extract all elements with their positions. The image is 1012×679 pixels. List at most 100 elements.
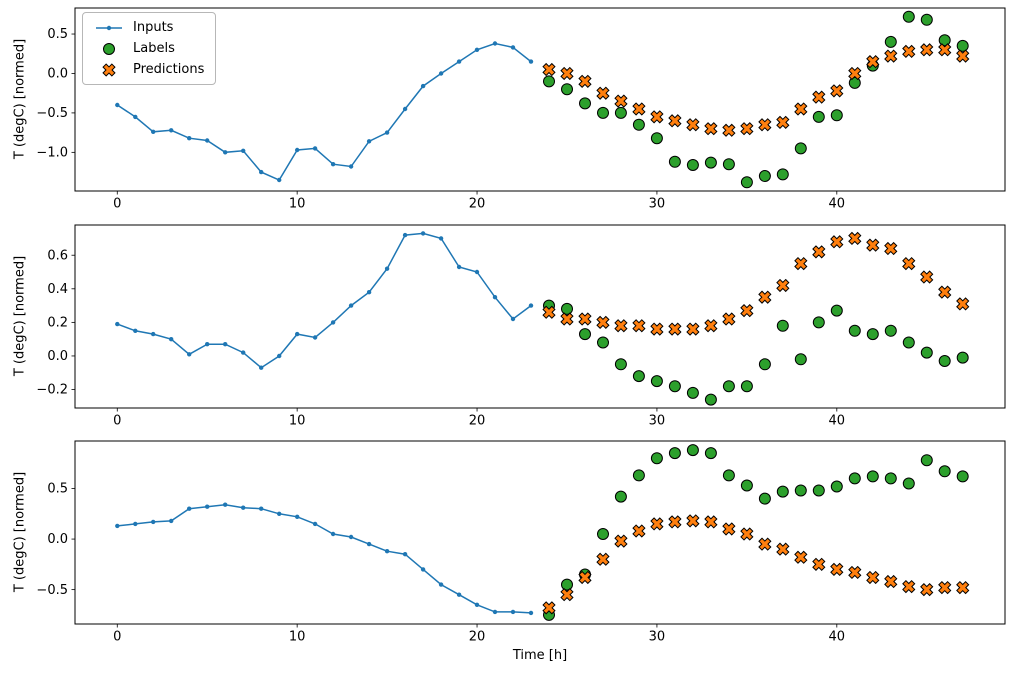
inputs-point [510, 316, 516, 322]
label-point [902, 336, 915, 349]
prediction-point [650, 322, 664, 336]
y-tick-label: 0.5 [47, 482, 68, 497]
series-predictions [542, 231, 970, 336]
series-inputs [115, 231, 534, 370]
inputs-point [312, 335, 318, 340]
inputs-point [456, 59, 462, 64]
prediction-point [956, 49, 970, 63]
inputs-point [330, 320, 336, 325]
prediction-point [704, 319, 718, 333]
inputs-point [205, 504, 210, 509]
y-tick-label: 0.0 [47, 67, 68, 82]
inputs-point [456, 264, 462, 270]
x-axis-label: Time [h] [512, 648, 568, 663]
label-point [543, 75, 555, 88]
x-tick-label: 20 [469, 414, 486, 429]
prediction-point [866, 570, 880, 585]
prediction-point [812, 245, 826, 259]
prediction-point [722, 312, 736, 326]
subplot-1: 0 10 20 30 40 0.5 0.0 −0.5 −1.0 [36, 7, 1006, 212]
inputs-point [223, 150, 228, 155]
x-tick-label: 0 [113, 630, 121, 645]
prediction-point [668, 114, 682, 128]
label-point [830, 109, 843, 122]
prediction-point [902, 44, 916, 59]
prediction-point [776, 542, 790, 556]
label-point [561, 83, 573, 96]
prediction-point [668, 515, 682, 529]
inputs-point [169, 518, 174, 524]
prediction-point [758, 118, 772, 132]
prediction-point [596, 315, 610, 329]
inputs-point [402, 552, 408, 557]
legend: Inputs Labels Predictions [82, 12, 217, 85]
y-tick-label: 0.4 [47, 282, 68, 297]
series-predictions [542, 43, 970, 137]
inputs-point [223, 342, 228, 347]
prediction-point [938, 285, 952, 299]
inputs-point [348, 303, 354, 308]
label-point [794, 484, 807, 497]
x-tick-label: 0 [113, 414, 121, 429]
prediction-point [560, 588, 574, 602]
prediction-point [902, 579, 916, 594]
label-point [597, 336, 609, 349]
inputs-point [438, 71, 444, 76]
inputs-point [205, 342, 210, 347]
label-point [704, 447, 717, 460]
inputs-point [295, 147, 300, 153]
y-tick-label: −0.5 [36, 583, 68, 598]
prediction-point [632, 319, 646, 333]
prediction-point [866, 238, 880, 252]
prediction-point [956, 580, 970, 595]
inputs-point [438, 582, 444, 587]
label-point [632, 469, 645, 482]
label-point [938, 34, 951, 47]
prediction-point [848, 231, 862, 246]
prediction-point [884, 49, 898, 63]
prediction-point [902, 256, 916, 271]
inputs-point [295, 331, 300, 337]
y-tick-label: −1.0 [36, 146, 68, 161]
prediction-point [920, 43, 934, 57]
label-point [776, 485, 789, 498]
prediction-point [560, 66, 574, 81]
label-point [776, 168, 789, 181]
y-tick-label: 0.2 [47, 316, 68, 331]
inputs-point [492, 295, 498, 300]
inputs-point [384, 266, 390, 271]
prediction-point [938, 580, 952, 595]
inputs-point [115, 102, 120, 108]
series-labels [543, 444, 969, 621]
prediction-point [920, 270, 934, 284]
prediction-point [740, 304, 754, 318]
series-inputs [115, 502, 534, 616]
inputs-point [312, 146, 318, 151]
x-tick-label: 40 [829, 197, 846, 212]
inputs-point [259, 506, 264, 511]
inputs-point [115, 321, 120, 327]
x-tick-label: 20 [469, 197, 486, 212]
label-point [722, 380, 735, 393]
inputs-point [384, 130, 390, 135]
prediction-point [542, 601, 556, 615]
label-point [632, 118, 645, 131]
label-point [650, 375, 663, 388]
label-point [830, 304, 843, 317]
inputs-point [366, 139, 372, 144]
x-tick-label: 30 [649, 197, 666, 212]
label-point [938, 465, 951, 478]
series-predictions [542, 514, 970, 615]
inputs-point [259, 169, 264, 175]
prediction-point [758, 290, 772, 304]
axes-frame [74, 440, 1006, 625]
y-tick-label: 0.0 [47, 349, 68, 364]
inputs-point [277, 511, 282, 516]
y-tick-label: −0.5 [36, 106, 68, 121]
label-point [830, 480, 843, 493]
x-tick-label: 10 [289, 630, 306, 645]
prediction-point [668, 322, 682, 336]
inputs-point [330, 162, 336, 167]
prediction-point [542, 62, 556, 77]
inputs-point [366, 541, 372, 547]
